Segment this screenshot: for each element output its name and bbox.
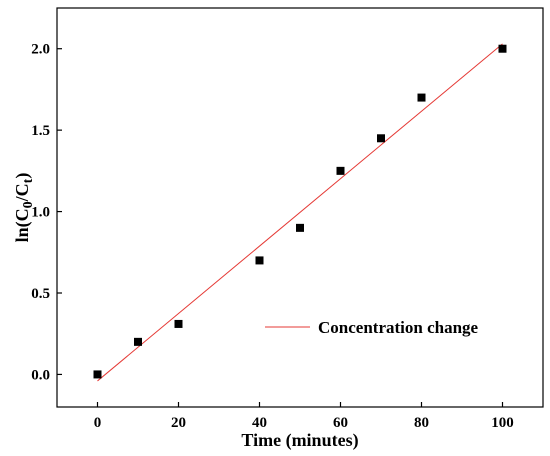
x-tick-label: 0 — [94, 415, 102, 431]
plot-frame — [56, 7, 544, 408]
x-tick-label: 60 — [333, 415, 348, 431]
data-point — [498, 44, 507, 53]
y-axis: 0.0 0.5 1.0 1.5 2.0 — [31, 42, 62, 383]
data-point — [93, 370, 102, 379]
y-axis-title-part: ) — [12, 173, 33, 179]
y-tick-label: 0.0 — [31, 367, 50, 383]
data-point — [174, 319, 183, 328]
y-axis-title-part: ln(C — [12, 208, 33, 242]
y-tick-label: 0.5 — [31, 286, 50, 302]
y-tick-label: 2.0 — [31, 42, 50, 58]
legend: Concentration change — [265, 318, 479, 337]
x-tick-label: 80 — [414, 415, 429, 431]
data-point — [417, 93, 426, 102]
y-tick-label: 1.0 — [31, 205, 50, 221]
data-point — [377, 134, 385, 143]
y-axis-title-subscript: 0 — [21, 201, 36, 208]
plot-area — [56, 7, 544, 408]
x-tick-label: 40 — [252, 415, 267, 431]
data-point — [336, 166, 345, 175]
x-axis-title: Time (minutes) — [241, 430, 358, 451]
data-point — [296, 223, 304, 232]
y-axis-title-part: /C — [12, 183, 32, 202]
series-layer — [93, 43, 507, 382]
y-axis-title-subscript: t — [21, 178, 36, 183]
x-tick-label: 100 — [491, 415, 514, 431]
legend-label: Concentration change — [318, 318, 479, 337]
fit-line — [97, 43, 503, 382]
x-tick-label: 20 — [171, 415, 186, 431]
y-tick-label: 1.5 — [31, 123, 50, 139]
x-axis: 0 20 40 60 80 100 — [94, 402, 514, 431]
data-point — [134, 337, 142, 346]
y-axis-title: ln(C0/Ct) — [12, 173, 36, 243]
data-point — [255, 256, 264, 265]
